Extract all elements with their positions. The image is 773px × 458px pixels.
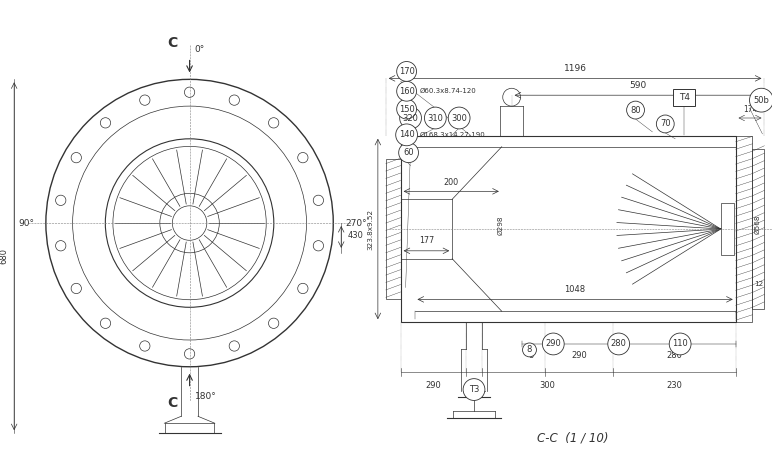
Text: 230: 230 (666, 381, 682, 390)
Circle shape (669, 333, 691, 355)
Circle shape (399, 143, 418, 163)
Text: 180°: 180° (195, 392, 216, 401)
Text: 1048: 1048 (564, 285, 586, 294)
Text: 290: 290 (546, 339, 561, 349)
Circle shape (750, 88, 773, 112)
Bar (736, 136, 752, 322)
Circle shape (400, 107, 421, 129)
Bar (673, 89, 695, 106)
Text: 174: 174 (743, 105, 758, 114)
Text: 0°: 0° (195, 45, 205, 54)
Text: 310: 310 (427, 114, 443, 122)
Text: 200: 200 (444, 178, 458, 187)
Circle shape (543, 333, 564, 355)
Text: 320: 320 (403, 114, 418, 122)
Text: 110: 110 (673, 339, 688, 349)
Circle shape (463, 379, 485, 400)
Text: Ø568: Ø568 (754, 214, 761, 234)
Text: 1196: 1196 (564, 65, 587, 73)
Text: 290: 290 (571, 351, 587, 360)
Bar (752, 149, 764, 309)
Circle shape (656, 115, 674, 133)
Text: 290: 290 (425, 381, 441, 390)
Text: 50b: 50b (754, 96, 769, 105)
Text: 80: 80 (630, 106, 641, 114)
Text: 177: 177 (419, 236, 434, 245)
Text: 280: 280 (666, 351, 682, 360)
Bar (400, 136, 736, 322)
Text: 60: 60 (404, 148, 414, 157)
Text: C: C (168, 397, 178, 410)
Text: 8: 8 (527, 345, 532, 354)
Text: Ø168.3x14.27-190: Ø168.3x14.27-190 (420, 132, 485, 138)
Circle shape (397, 99, 417, 119)
Text: 90°: 90° (18, 218, 34, 228)
Circle shape (424, 107, 446, 129)
Text: 430: 430 (347, 231, 363, 240)
Circle shape (627, 101, 645, 119)
Text: C-C  (1 / 10): C-C (1 / 10) (537, 431, 609, 445)
Circle shape (397, 82, 417, 101)
Circle shape (448, 107, 470, 129)
Text: 140: 140 (399, 131, 414, 139)
Text: 70: 70 (660, 120, 671, 128)
Text: 76: 76 (468, 381, 479, 390)
Circle shape (397, 61, 417, 82)
Text: 150: 150 (399, 104, 414, 114)
Text: 300: 300 (540, 381, 556, 390)
Text: 12: 12 (754, 280, 764, 287)
Text: 8: 8 (529, 351, 534, 360)
Bar (720, 203, 734, 255)
Circle shape (523, 343, 536, 357)
Text: 300: 300 (451, 114, 467, 122)
Text: T4: T4 (679, 93, 690, 102)
Text: 160: 160 (399, 87, 414, 96)
Text: Ø60.3x8.74-120: Ø60.3x8.74-120 (420, 88, 476, 94)
Text: 270°: 270° (346, 218, 366, 228)
Text: 590: 590 (629, 81, 647, 90)
Text: 680: 680 (0, 248, 9, 264)
Text: C: C (168, 36, 178, 49)
Text: Ø298: Ø298 (498, 215, 504, 235)
Circle shape (608, 333, 629, 355)
Text: 323.8x9.52: 323.8x9.52 (367, 208, 373, 250)
Text: 280: 280 (611, 339, 627, 349)
Text: 170: 170 (399, 67, 414, 76)
Bar (386, 158, 400, 300)
Circle shape (396, 124, 417, 146)
Text: T3: T3 (468, 385, 479, 394)
